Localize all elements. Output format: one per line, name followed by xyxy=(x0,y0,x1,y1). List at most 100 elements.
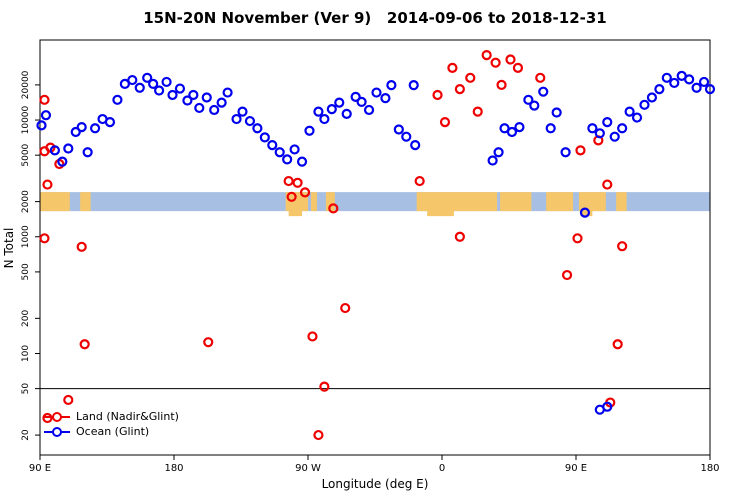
data-point-ocean xyxy=(142,72,153,83)
data-point-ocean xyxy=(216,97,227,108)
data-point-ocean xyxy=(252,123,263,134)
data-point-land xyxy=(63,394,74,406)
data-point-land xyxy=(454,84,465,95)
data-point-ocean xyxy=(326,104,337,115)
data-point-ocean xyxy=(587,123,598,134)
y-axis-label: N Total xyxy=(2,227,16,269)
data-point-land xyxy=(439,117,451,128)
data-point-land xyxy=(319,381,330,392)
data-point-ocean xyxy=(691,82,702,93)
data-point-land xyxy=(283,175,294,187)
data-point-ocean xyxy=(259,132,270,143)
data-point-land xyxy=(307,331,318,342)
data-point-ocean xyxy=(274,147,285,158)
data-point-land xyxy=(292,177,303,188)
data-point-ocean xyxy=(89,123,101,134)
data-point-land xyxy=(617,241,628,252)
data-point-land xyxy=(602,179,613,190)
chart-title: 15N-20N November (Ver 9) 2014-09-06 to 2… xyxy=(143,9,607,27)
map-band-land xyxy=(616,192,627,212)
data-point-ocean xyxy=(188,89,199,101)
data-point-ocean xyxy=(282,154,293,165)
data-point-land xyxy=(612,339,623,350)
data-point-ocean xyxy=(63,143,74,154)
data-point-ocean xyxy=(523,94,534,105)
data-point-land xyxy=(512,62,524,73)
map-band-land xyxy=(325,192,335,212)
data-point-land xyxy=(414,175,425,187)
data-point-ocean xyxy=(371,87,382,98)
data-point-land xyxy=(472,106,483,117)
data-point-ocean xyxy=(267,139,278,151)
x-tick-label: 90 E xyxy=(29,463,51,474)
x-tick-label: 90 E xyxy=(565,463,587,474)
data-point-ocean xyxy=(341,108,352,119)
legend-item-land: Land (Nadir&Glint) xyxy=(44,410,179,423)
map-band-land xyxy=(546,192,574,212)
map-band-land xyxy=(310,192,317,212)
ocean-series-marker-icon xyxy=(44,426,70,437)
y-tick-label: 100 xyxy=(21,345,31,362)
data-point-ocean xyxy=(237,106,248,117)
data-point-ocean xyxy=(154,85,165,96)
map-band-land xyxy=(500,192,532,212)
data-point-ocean xyxy=(134,82,145,93)
data-point-ocean xyxy=(82,147,93,158)
data-point-land xyxy=(328,203,339,214)
data-point-ocean xyxy=(222,87,233,98)
data-point-ocean xyxy=(529,100,540,111)
x-tick-label: 180 xyxy=(700,463,719,474)
data-point-ocean xyxy=(363,104,375,116)
data-point-land xyxy=(496,79,507,91)
data-point-ocean xyxy=(119,78,130,90)
data-point-ocean xyxy=(631,112,643,123)
data-point-land xyxy=(76,241,87,252)
data-point-ocean xyxy=(609,131,620,142)
data-point-ocean xyxy=(560,147,571,158)
y-tick-label: 200 xyxy=(21,309,31,326)
data-point-ocean xyxy=(194,102,205,114)
data-point-ocean xyxy=(669,77,680,89)
map-band-land xyxy=(40,192,70,212)
data-point-ocean xyxy=(487,155,498,166)
map-band-land xyxy=(578,192,606,212)
data-point-land xyxy=(447,62,458,73)
data-point-ocean xyxy=(493,147,504,158)
data-point-ocean xyxy=(401,131,412,142)
y-tick-label: 10000 xyxy=(21,105,31,134)
y-tick-label: 20 xyxy=(21,429,31,441)
data-point-ocean xyxy=(304,125,315,136)
x-tick-label: 180 xyxy=(164,463,183,474)
x-tick-label: 0 xyxy=(439,463,445,474)
data-point-ocean xyxy=(506,126,518,138)
map-band-ocean xyxy=(40,192,710,212)
data-point-land xyxy=(454,231,465,242)
legend-label-land: Land (Nadir&Glint) xyxy=(76,410,179,423)
data-point-ocean xyxy=(639,99,650,110)
y-tick-label: 50 xyxy=(21,383,31,395)
data-point-ocean xyxy=(231,113,242,125)
data-point-ocean xyxy=(514,122,525,133)
data-point-land xyxy=(432,89,443,101)
map-band-land xyxy=(285,192,308,212)
data-point-land xyxy=(79,339,90,350)
data-point-ocean xyxy=(104,117,116,128)
data-point-ocean xyxy=(57,156,68,167)
data-point-ocean xyxy=(296,156,308,167)
data-point-ocean xyxy=(386,80,397,91)
map-band-land xyxy=(80,192,91,212)
data-point-land xyxy=(299,187,311,198)
data-point-ocean xyxy=(127,74,138,86)
data-point-ocean xyxy=(704,84,716,95)
legend-item-ocean: Ocean (Glint) xyxy=(44,425,179,438)
data-point-ocean xyxy=(313,106,324,117)
x-tick-label: 90 W xyxy=(295,463,321,474)
data-point-ocean xyxy=(201,92,212,103)
data-point-ocean xyxy=(624,106,635,117)
data-point-ocean xyxy=(393,124,404,135)
data-point-ocean xyxy=(380,93,391,104)
data-point-land xyxy=(42,179,53,190)
plot-border xyxy=(39,39,711,456)
data-point-land xyxy=(490,57,501,68)
